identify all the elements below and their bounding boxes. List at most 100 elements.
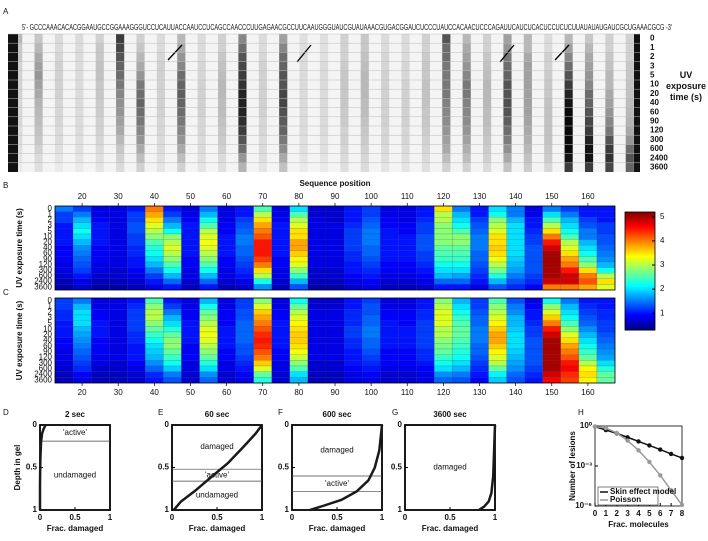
heat-cell	[109, 273, 128, 279]
heat-cell	[72, 365, 92, 372]
heat-cell	[542, 284, 561, 291]
heat-cell	[488, 303, 507, 310]
gel-band	[523, 80, 532, 90]
gel-band	[238, 144, 247, 154]
gel-band	[340, 89, 349, 99]
heat-cell	[127, 278, 146, 285]
gel-band	[156, 126, 165, 136]
colorbar-strip	[625, 304, 655, 307]
heat-cell	[343, 377, 363, 384]
heat-cell	[488, 331, 507, 338]
heat-cell	[361, 343, 381, 350]
heat-cell	[181, 331, 200, 338]
gel-band	[217, 162, 227, 172]
heat-cell	[325, 228, 345, 235]
heat-cell	[127, 303, 146, 310]
gel-band	[258, 107, 267, 117]
heat-cell	[398, 278, 417, 285]
heat-cell	[488, 297, 507, 304]
heat-cell	[181, 278, 200, 285]
gel-band	[340, 116, 349, 126]
heat-cell	[253, 278, 272, 285]
gel-band	[544, 70, 553, 80]
heat-cell	[361, 245, 381, 251]
heat-cell	[524, 377, 543, 384]
gel-band	[442, 162, 451, 172]
heat-cell	[127, 354, 146, 361]
lane-label: 5	[650, 71, 655, 80]
colorbar-strip	[625, 316, 655, 319]
heat-cell	[578, 278, 598, 285]
heat-cell	[325, 365, 345, 372]
gel-band	[197, 52, 206, 62]
heat-cell	[380, 297, 399, 304]
heat-cell	[488, 371, 507, 378]
heat-cell	[127, 245, 146, 251]
gel-band	[381, 116, 390, 126]
gel-band	[279, 153, 288, 163]
heat-cell	[596, 278, 616, 285]
gel-band	[54, 162, 64, 172]
y-tick-label: 20	[43, 330, 52, 339]
heat-cell	[181, 320, 200, 327]
gel-band	[360, 126, 369, 136]
heat-cell	[325, 320, 345, 327]
point	[636, 439, 641, 444]
heat-cell	[72, 377, 92, 384]
heat-cell	[91, 261, 110, 268]
heat-cell	[542, 331, 561, 338]
gel-band	[34, 43, 43, 53]
heat-cell	[181, 239, 200, 246]
heat-cell	[434, 354, 453, 361]
heat-cell	[307, 371, 327, 378]
heat-cell	[109, 222, 128, 229]
gel-band	[217, 116, 227, 126]
heat-cell	[578, 273, 598, 279]
heat-cell	[109, 250, 128, 257]
heat-cell	[91, 314, 110, 321]
heat-cell	[343, 326, 363, 333]
gel-band	[238, 126, 247, 136]
heat-cell	[145, 222, 164, 229]
heat-cell	[145, 256, 164, 263]
heat-cell	[181, 273, 200, 279]
gel-band	[34, 70, 43, 80]
gel-band	[442, 135, 451, 145]
gel-band	[299, 153, 308, 163]
heat-cell	[361, 267, 381, 274]
gel-band	[584, 70, 594, 80]
gel-band	[136, 80, 145, 90]
heat-cell	[452, 303, 471, 310]
x-axis-title: Frac. damaged	[189, 524, 246, 533]
heat-cell	[488, 343, 507, 350]
gel-band	[625, 98, 634, 108]
point	[679, 455, 685, 461]
gel-band	[258, 52, 267, 62]
heat-cell	[199, 278, 218, 285]
x-tick-label: 160	[581, 388, 595, 397]
heat-cell	[199, 337, 218, 344]
heat-cell	[470, 233, 489, 240]
gel-band	[584, 162, 594, 172]
gel-band	[442, 34, 451, 44]
gel-band	[401, 153, 410, 163]
heat-cell	[524, 354, 543, 361]
heat-cell	[307, 222, 327, 229]
heat-cell	[596, 309, 616, 316]
heat-cell	[271, 360, 290, 367]
heat-cell	[560, 222, 579, 229]
heat-cell	[289, 377, 309, 384]
colorbar-strip	[625, 298, 655, 301]
gel-band	[462, 43, 471, 53]
colorbar-strip	[625, 249, 655, 252]
heat-cell	[54, 267, 74, 274]
heat-cell	[596, 360, 616, 367]
heat-cell	[271, 256, 290, 263]
heat-cell	[235, 228, 254, 235]
heat-cell	[54, 233, 74, 240]
heat-cell	[416, 337, 435, 344]
heat-cell	[560, 377, 579, 384]
heat-cell	[72, 217, 92, 223]
gel-band	[197, 98, 206, 108]
gel-band	[14, 43, 23, 53]
